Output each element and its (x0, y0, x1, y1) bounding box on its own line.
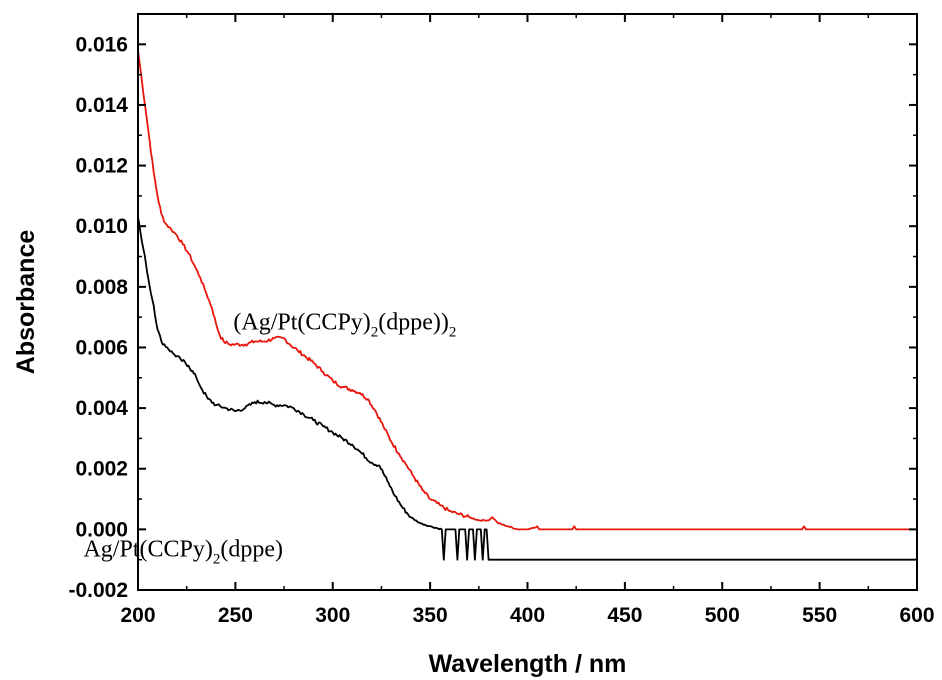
x-tick-label: 250 (218, 604, 253, 627)
annotation-text: (Ag/Pt(CCPy) (233, 309, 370, 335)
x-tick-label: 350 (413, 604, 448, 627)
y-tick-label: 0.000 (75, 518, 128, 541)
axis-ticks (137, 14, 918, 591)
x-tick-labels: 200 250 300 350 400 450 500 550 600 (120, 604, 934, 627)
annotation-subscript: 2 (213, 552, 221, 568)
y-tick-label: 0.008 (75, 276, 128, 299)
annotations: (Ag/Pt(CCPy)2(dppe))2Ag/Pt(CCPy)2(dppe) (83, 309, 456, 567)
y-tick-label: 0.002 (75, 458, 128, 481)
x-tick-label: 600 (899, 604, 934, 627)
annotation-text: (dppe) (220, 537, 283, 563)
series-line-1 (137, 50, 917, 531)
x-tick-label: 200 (120, 604, 155, 627)
series-annotation-1: (Ag/Pt(CCPy)2(dppe))2 (233, 309, 456, 340)
plot-frame (137, 13, 918, 591)
y-tick-labels: -0.002 0.000 0.002 0.004 0.006 0.008 0.010 0.01… (68, 33, 128, 602)
series-line-2 (137, 216, 917, 561)
y-tick-label: 0.006 (75, 336, 128, 359)
series-annotation-2: Ag/Pt(CCPy)2(dppe) (83, 537, 283, 568)
y-tick-label: 0.010 (75, 215, 128, 238)
y-tick-label: 0.016 (75, 33, 128, 56)
x-tick-label: 300 (315, 604, 350, 627)
annotation-text: Ag/Pt(CCPy) (83, 537, 212, 563)
x-tick-label: 550 (802, 604, 837, 627)
y-axis-title: Absorbance (12, 230, 40, 375)
y-tick-label: 0.014 (75, 94, 128, 117)
x-tick-label: 450 (607, 604, 642, 627)
annotation-subscript: 2 (449, 324, 457, 340)
plot-lines (137, 50, 917, 561)
annotation-subscript: 2 (371, 324, 379, 340)
y-tick-label: 0.012 (75, 155, 128, 178)
x-tick-label: 500 (705, 604, 740, 627)
annotation-text: (dppe)) (378, 309, 449, 335)
x-tick-label: 400 (510, 604, 545, 627)
x-axis-title: Wavelength / nm (429, 650, 627, 678)
y-tick-label: 0.004 (75, 397, 128, 420)
y-tick-label: -0.002 (68, 579, 128, 602)
